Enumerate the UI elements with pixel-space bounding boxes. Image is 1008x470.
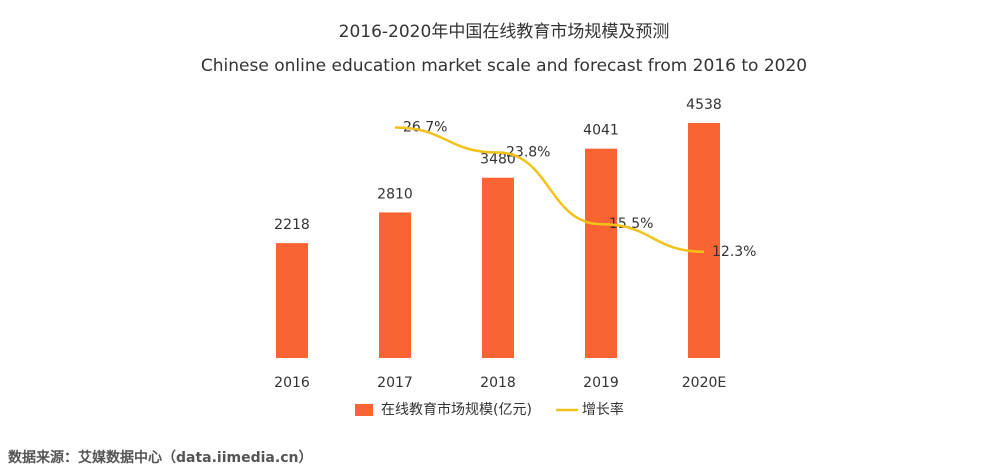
line-value-label: 12.3% xyxy=(712,244,756,260)
bar xyxy=(688,122,720,358)
chart-subtitle: Chinese online education market scale an… xyxy=(201,56,807,76)
bar xyxy=(276,243,308,358)
bar xyxy=(379,212,411,358)
legend-label: 在线教育市场规模(亿元) xyxy=(381,401,532,418)
x-tick-label: 2017 xyxy=(377,375,413,391)
bar-value-label: 4538 xyxy=(686,97,722,113)
bar xyxy=(585,148,617,358)
source: 数据来源：艾媒数据中心（data.iimedia.cn） xyxy=(8,449,312,466)
bar-value-label: 3480 xyxy=(480,152,516,168)
line xyxy=(394,126,705,254)
bar xyxy=(482,177,514,358)
x-tick-label: 2016 xyxy=(274,375,310,391)
chart-title: 2016-2020年中国在线教育市场规模及预测 xyxy=(339,22,670,42)
line-value-label: 15.5% xyxy=(609,216,653,232)
legend-swatch xyxy=(355,404,373,416)
x-tick-label: 2018 xyxy=(480,375,516,391)
x-tick-label: 2020E xyxy=(682,375,726,391)
bar-value-label: 2218 xyxy=(274,217,310,233)
x-tick-label: 2019 xyxy=(583,375,619,391)
bar-value-label: 4041 xyxy=(583,123,619,139)
line-value-label: 26.7% xyxy=(403,119,447,135)
line-value-label: 23.8% xyxy=(506,145,550,161)
bar-value-label: 2810 xyxy=(377,186,413,202)
legend-label: 增长率 xyxy=(582,401,624,418)
